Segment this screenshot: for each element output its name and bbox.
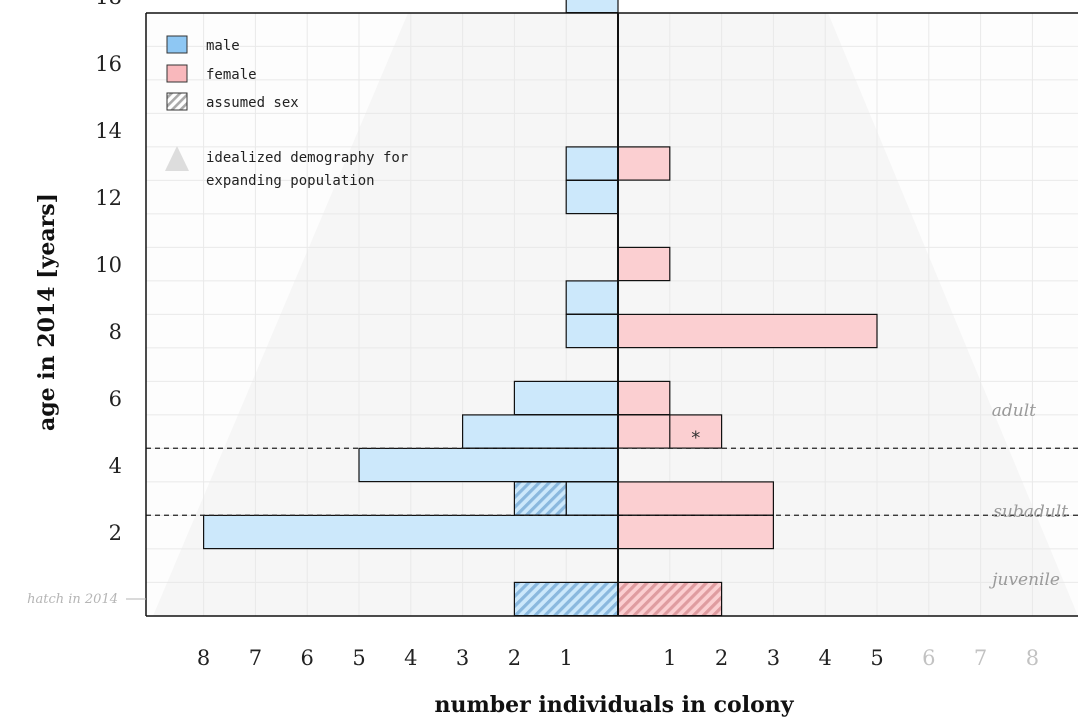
legend-swatch-female bbox=[166, 64, 188, 83]
male-bar bbox=[565, 179, 619, 215]
legend-swatch-assumed-sex bbox=[166, 92, 188, 111]
x-axis-title: number individuals in colony bbox=[434, 692, 794, 718]
legend: male female assumed sex idealized demogr… bbox=[165, 35, 408, 189]
y-tick-label: 6 bbox=[109, 387, 122, 411]
x-tick-label-left: 1 bbox=[560, 646, 573, 670]
female-bar bbox=[617, 146, 671, 181]
x-tick-label-left: 5 bbox=[352, 646, 365, 670]
male-assumed-sex-bar bbox=[513, 481, 567, 516]
x-tick-label-left: 2 bbox=[508, 646, 521, 670]
x-tick-label-right: 8 bbox=[1026, 646, 1039, 670]
x-tick-label-left: 6 bbox=[301, 646, 314, 670]
legend-label-female: female bbox=[206, 67, 257, 83]
male-bar bbox=[565, 313, 619, 349]
y-tick-label: 2 bbox=[109, 521, 122, 545]
overlay-layer: * bbox=[146, 414, 1078, 516]
hatch-label: hatch in 2014 bbox=[27, 592, 118, 607]
legend-label-idealized-line2: expanding population bbox=[206, 173, 375, 189]
male-bar bbox=[565, 0, 619, 14]
x-tick-label-right: 1 bbox=[663, 646, 676, 670]
x-tick-label-left: 4 bbox=[404, 646, 417, 670]
y-tick-label: 14 bbox=[95, 119, 122, 143]
y-tick-label: 18 bbox=[95, 0, 122, 9]
legend-label-assumed-sex: assumed sex bbox=[206, 95, 299, 111]
x-tick-label-right: 4 bbox=[819, 646, 832, 670]
bar-layer bbox=[203, 0, 878, 617]
male-bar bbox=[358, 447, 619, 483]
x-tick-label-right: 6 bbox=[922, 646, 935, 670]
male-bar bbox=[565, 481, 619, 516]
male-bar bbox=[513, 380, 619, 416]
legend-label-idealized-line1: idealized demography for bbox=[206, 150, 408, 166]
y-tick-label: 12 bbox=[95, 186, 122, 210]
annotation-star: * bbox=[691, 428, 700, 449]
x-tick-label-right: 7 bbox=[974, 646, 987, 670]
legend-label-male: male bbox=[206, 38, 240, 54]
x-tick-label-left: 7 bbox=[249, 646, 262, 670]
y-tick-label: 8 bbox=[109, 320, 122, 344]
male-bar bbox=[565, 280, 619, 315]
male-bar bbox=[565, 146, 619, 181]
y-tick-label: 4 bbox=[109, 454, 122, 478]
zone-label-juvenile: juvenile bbox=[988, 570, 1060, 590]
zone-label-subadult: subadult bbox=[993, 502, 1068, 522]
legend-swatch-male bbox=[166, 35, 188, 54]
x-tick-label-left: 8 bbox=[197, 646, 210, 670]
y-axis-title: age in 2014 [years] bbox=[34, 193, 60, 431]
x-tick-label-right: 3 bbox=[767, 646, 780, 670]
male-bar bbox=[203, 514, 619, 550]
zone-label-adult: adult bbox=[992, 401, 1036, 421]
y-tick-label: 16 bbox=[95, 52, 122, 76]
x-tick-label-right: 2 bbox=[715, 646, 728, 670]
male-bar bbox=[462, 414, 619, 449]
female-bar bbox=[617, 514, 774, 550]
female-bar bbox=[617, 313, 878, 349]
y-tick-label: 10 bbox=[95, 253, 122, 277]
female-bar bbox=[617, 246, 671, 282]
male-assumed-sex-bar bbox=[513, 581, 619, 617]
x-tick-label-left: 3 bbox=[456, 646, 469, 670]
female-assumed-sex-bar bbox=[617, 581, 723, 617]
female-bar bbox=[617, 380, 671, 416]
legend-triangle-icon bbox=[165, 146, 189, 171]
x-tick-label-right: 5 bbox=[870, 646, 883, 670]
female-bar bbox=[617, 481, 774, 516]
